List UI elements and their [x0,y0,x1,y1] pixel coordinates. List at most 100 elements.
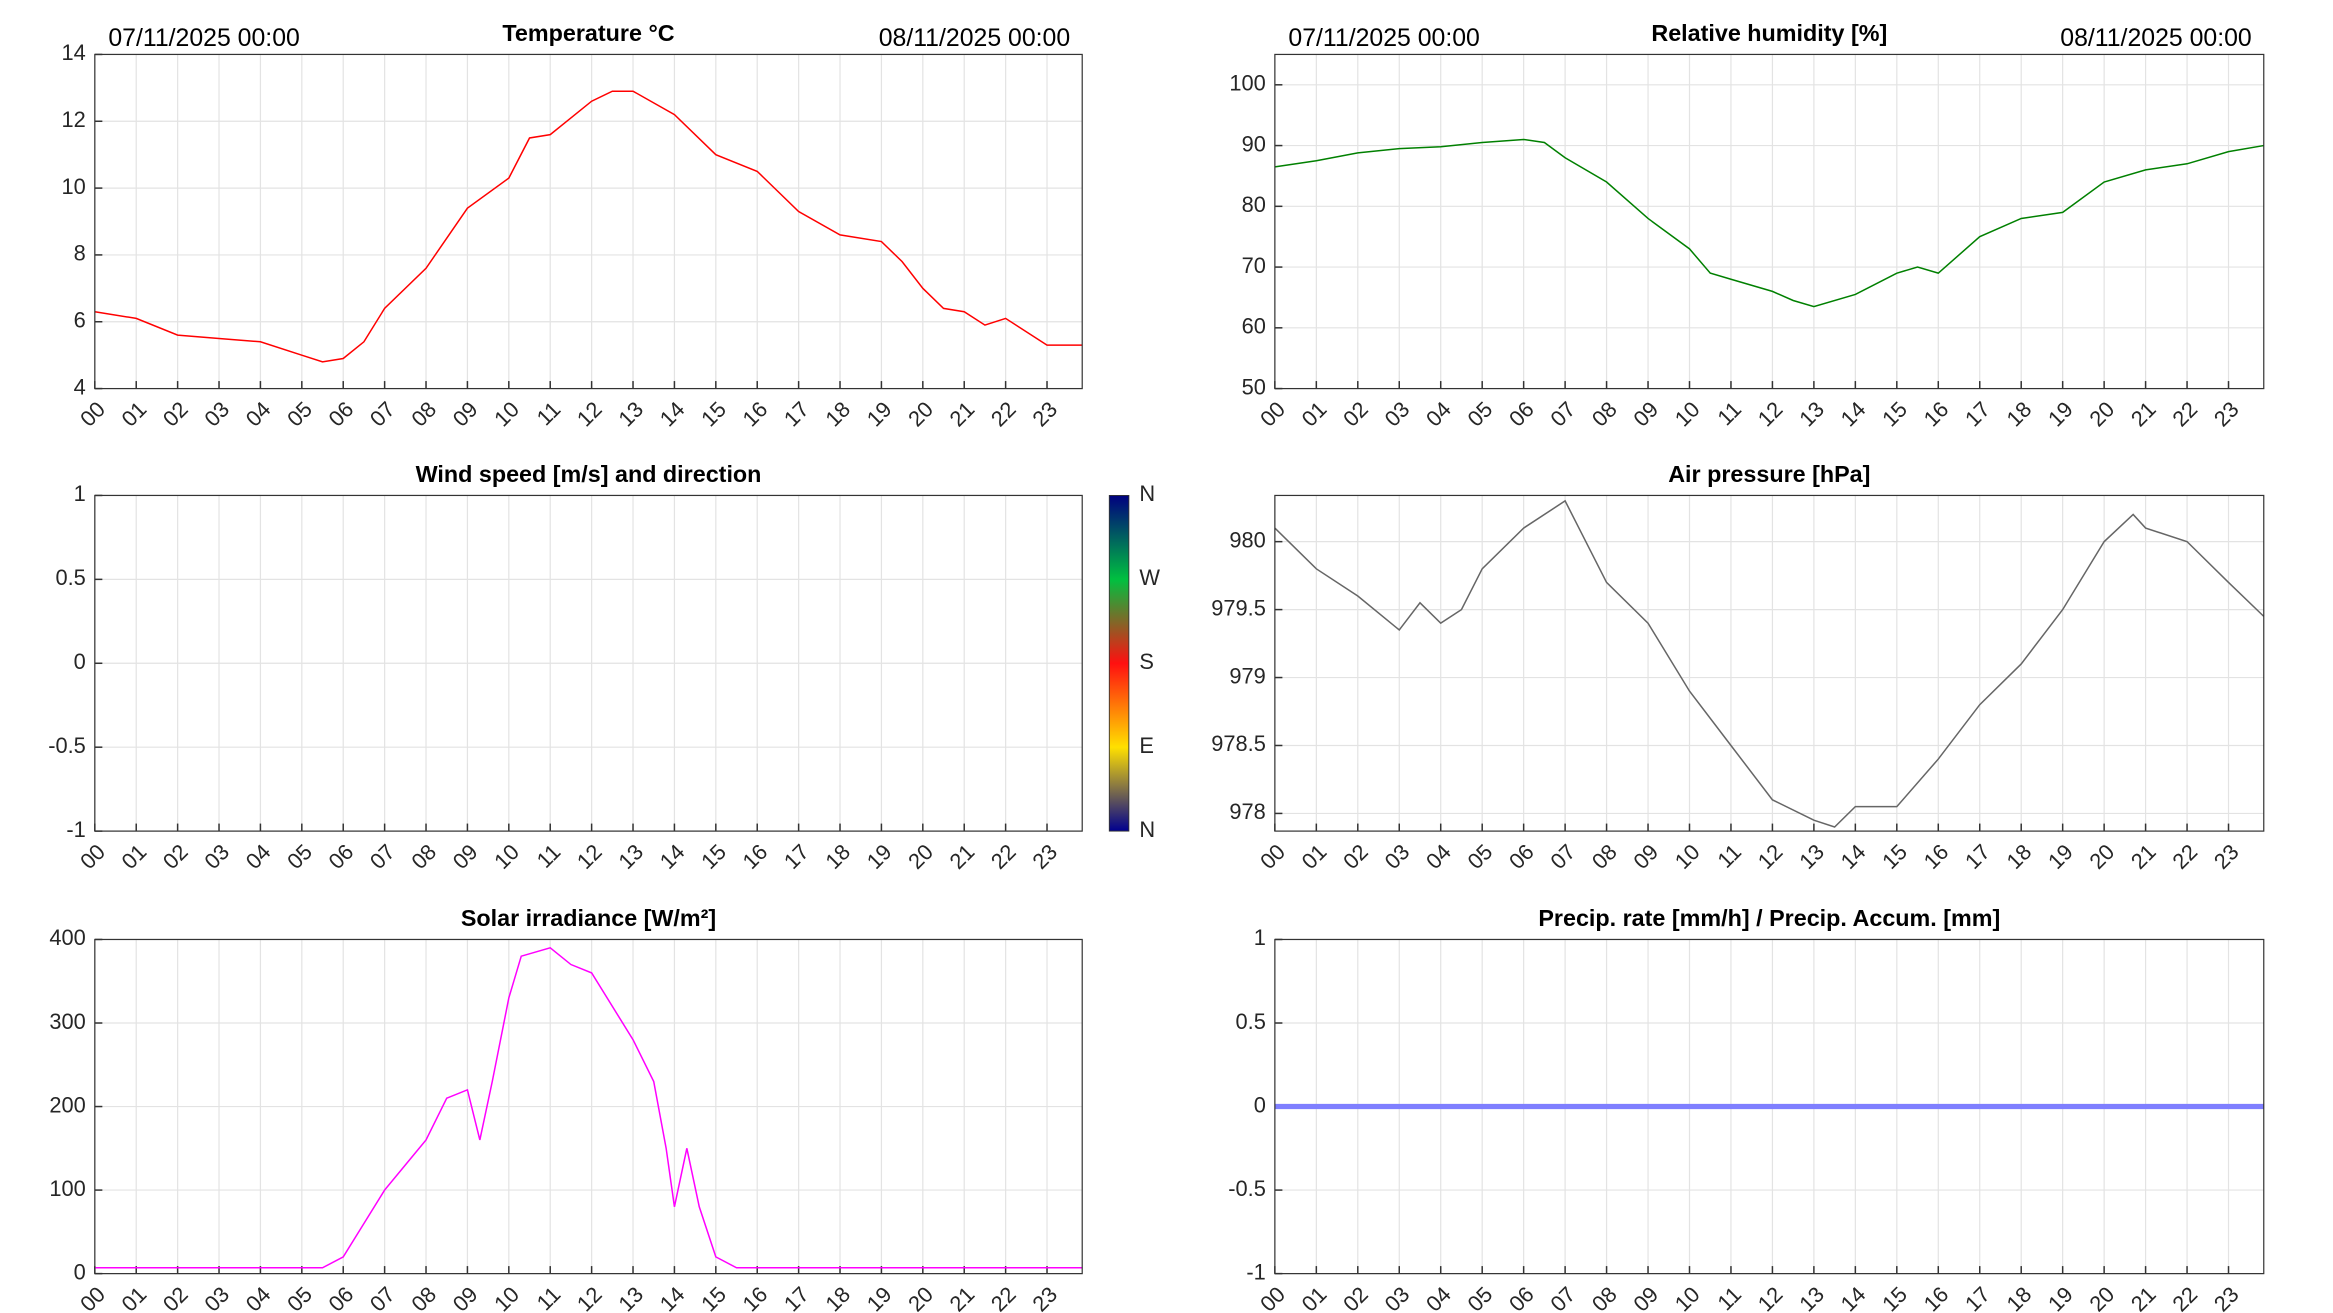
x-tick-label: 09 [1628,397,1663,432]
x-tick-label: 09 [1628,839,1663,874]
x-tick-label: 22 [2167,397,2202,432]
x-tick-label: 16 [1919,839,1954,874]
colorbar-label: W [1139,565,1160,590]
y-tick-label: -1 [66,817,85,842]
series-line [1274,499,2265,828]
y-tick-label: 60 [1242,314,1266,339]
y-tick-label: 10 [62,174,86,199]
chart-title: Solar irradiance [W/m²] [461,905,716,931]
y-tick-label: 1 [74,481,86,506]
x-tick-label: 17 [1960,397,1995,432]
x-tick-label: 15 [696,839,731,874]
y-tick-label: 200 [49,1092,85,1117]
x-tick-label: 12 [572,1282,607,1313]
x-tick-label: 08 [406,839,441,874]
plot-frame [94,494,1083,832]
x-tick-label: 01 [117,839,152,874]
x-tick-label: 00 [1255,839,1290,874]
x-tick-label: 03 [1380,397,1415,432]
x-tick-label: 06 [324,1282,359,1313]
x-tick-label: 20 [2084,1282,2119,1313]
x-tick-label: 03 [199,839,234,874]
x-tick-label: 23 [2209,839,2244,874]
x-tick-label: 13 [613,839,648,874]
x-tick-label: 19 [862,1282,897,1313]
x-tick-label: 02 [158,397,193,432]
colorbar-label: N [1139,481,1155,506]
x-tick-label: 06 [1504,839,1539,874]
y-tick-label: 0 [1254,1092,1266,1117]
x-tick-label: 08 [1587,397,1622,432]
x-tick-label: 05 [282,839,317,874]
x-tick-label: 17 [779,839,814,874]
x-tick-label: 09 [1628,1282,1663,1313]
chart-title: Relative humidity [%] [1651,20,1887,46]
x-tick-label: 09 [448,1282,483,1313]
x-tick-label: 06 [324,397,359,432]
x-tick-label: 01 [1297,1282,1332,1313]
y-tick-label: 100 [1229,71,1265,96]
x-tick-label: 14 [1836,1282,1871,1313]
y-tick-label: 300 [49,1009,85,1034]
x-tick-label: 06 [324,839,359,874]
x-tick-label: 13 [613,397,648,432]
y-tick-label: -1 [1246,1259,1265,1284]
y-tick-label: 6 [74,308,86,333]
date-label: 08/11/2025 00:00 [879,25,1070,52]
x-tick-label: 16 [738,1282,773,1313]
x-tick-label: 10 [1670,1282,1705,1313]
x-tick-label: 08 [406,397,441,432]
x-tick-label: 18 [820,839,855,874]
y-tick-label: 979.5 [1211,595,1266,620]
x-tick-label: 15 [1877,1282,1912,1313]
y-tick-label: 400 [49,925,85,950]
x-tick-label: 12 [572,839,607,874]
x-tick-label: 02 [1338,839,1373,874]
x-tick-label: 15 [1877,839,1912,874]
y-tick-label: 8 [74,241,86,266]
x-tick-label: 17 [779,1282,814,1313]
x-tick-label: 12 [572,397,607,432]
x-tick-label: 10 [1670,397,1705,432]
x-tick-label: 09 [448,397,483,432]
x-tick-label: 15 [696,1282,731,1313]
colorbar-label: N [1139,817,1155,842]
x-tick-label: 07 [1545,1282,1580,1313]
y-tick-label: 980 [1229,527,1265,552]
x-tick-label: 10 [489,1282,524,1313]
x-tick-label: 23 [2209,1282,2244,1313]
x-tick-label: 19 [2043,839,2078,874]
x-tick-label: 23 [1027,397,1062,432]
x-tick-label: 15 [696,397,731,432]
x-tick-label: 04 [1421,1282,1456,1313]
x-tick-label: 07 [365,397,400,432]
y-tick-label: 4 [74,374,86,399]
x-tick-label: 02 [1338,397,1373,432]
x-tick-label: 06 [1504,397,1539,432]
x-tick-label: 04 [1421,397,1456,432]
x-tick-label: 07 [365,1282,400,1313]
x-tick-label: 10 [489,397,524,432]
x-tick-label: 12 [1753,1282,1788,1313]
x-tick-label: 23 [1027,839,1062,874]
plot-frame [1274,938,2265,1275]
x-tick-label: 08 [406,1282,441,1313]
x-tick-label: 08 [1587,839,1622,874]
x-tick-label: 04 [241,397,276,432]
x-tick-label: 00 [75,1282,110,1313]
plot-area [1274,54,2264,389]
x-tick-label: 20 [903,1282,938,1313]
x-tick-label: 03 [199,397,234,432]
date-label: 08/11/2025 00:00 [2060,25,2251,52]
x-tick-label: 13 [1794,1282,1829,1313]
x-tick-label: 22 [986,397,1021,432]
x-tick-label: 14 [655,1282,690,1313]
x-tick-label: 00 [75,397,110,432]
date-label: 07/11/2025 00:00 [108,25,299,52]
x-tick-label: 19 [862,397,897,432]
x-tick-label: 16 [738,839,773,874]
x-tick-label: 15 [1877,397,1912,432]
x-tick-label: 00 [1255,397,1290,432]
x-tick-label: 21 [945,397,980,432]
chart-title: Precip. rate [mm/h] / Precip. Accum. [mm… [1538,905,2000,931]
